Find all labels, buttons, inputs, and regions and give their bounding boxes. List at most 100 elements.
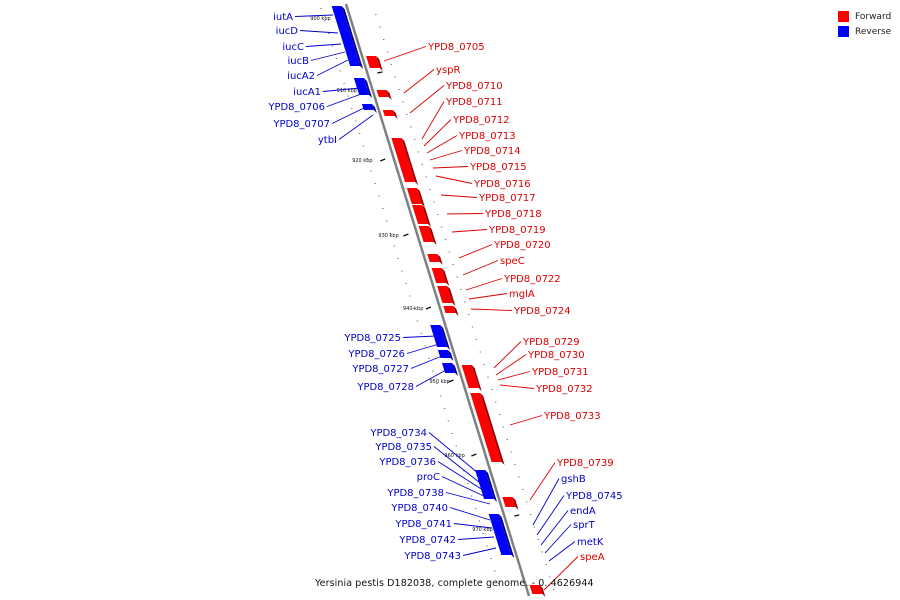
gene-label[interactable]: YPD8_0707 xyxy=(272,119,330,130)
gene-label[interactable]: YPD8_0717 xyxy=(478,193,536,204)
reverse-gene-block[interactable] xyxy=(482,493,495,499)
gene-label[interactable]: endA xyxy=(570,506,596,517)
forward-gene-block[interactable] xyxy=(427,254,440,262)
gene-label[interactable]: YPD8_0726 xyxy=(347,349,405,360)
gene-label[interactable]: YPD8_0719 xyxy=(488,225,546,236)
gene-label[interactable]: YPD8_0732 xyxy=(535,384,593,395)
scale-dot xyxy=(366,158,368,159)
gene-label[interactable]: YPD8_0724 xyxy=(513,306,571,317)
scale-tick-label: 970 kbp xyxy=(472,527,492,533)
gene-label[interactable]: YPD8_0734 xyxy=(369,428,427,439)
forward-gene-block[interactable] xyxy=(463,372,476,378)
reverse-gene-block[interactable] xyxy=(493,531,506,537)
reverse-gene-block[interactable] xyxy=(343,44,356,52)
reverse-gene-block[interactable] xyxy=(345,52,359,60)
gene-label[interactable]: YPD8_0742 xyxy=(398,535,456,546)
forward-gene-block[interactable] xyxy=(431,268,447,283)
gene-label[interactable]: iucD xyxy=(276,26,299,37)
forward-gene-block[interactable] xyxy=(529,585,543,594)
gene-label[interactable]: iutA xyxy=(273,12,293,23)
gene-label[interactable]: YPD8_0720 xyxy=(493,240,551,251)
forward-gene-block[interactable] xyxy=(470,393,502,462)
gene-label[interactable]: YPD8_0714 xyxy=(463,146,521,157)
gene-leader-line xyxy=(338,114,374,140)
gene-label[interactable]: YPD8_0731 xyxy=(531,367,589,378)
legend-reverse[interactable]: Reverse xyxy=(838,24,891,39)
reverse-gene-block[interactable] xyxy=(488,514,502,524)
gene-label[interactable]: YPD8_0715 xyxy=(469,162,527,173)
forward-gene-block[interactable] xyxy=(465,378,478,383)
reverse-gene-block[interactable] xyxy=(353,78,367,86)
gene-label[interactable]: YPD8_0736 xyxy=(378,457,436,468)
forward-gene-block[interactable] xyxy=(391,138,406,150)
reverse-gene-block[interactable] xyxy=(499,549,512,555)
forward-gene-block[interactable] xyxy=(399,165,412,172)
forward-gene-block[interactable] xyxy=(461,365,474,372)
gene-label[interactable]: YPD8_0711 xyxy=(445,97,503,108)
forward-gene-block[interactable] xyxy=(366,56,380,68)
gene-label[interactable]: YPD8_0741 xyxy=(394,519,452,530)
gene-label[interactable]: YPD8_0740 xyxy=(390,503,448,514)
reverse-gene-block[interactable] xyxy=(491,524,504,531)
reverse-gene-block[interactable] xyxy=(477,478,491,487)
gene-label[interactable]: iucC xyxy=(282,42,304,53)
forward-gene-block[interactable] xyxy=(467,383,479,388)
forward-gene-block[interactable] xyxy=(376,90,389,97)
forward-gene-block[interactable] xyxy=(406,188,422,204)
forward-gene-block[interactable] xyxy=(401,172,416,182)
gene-label[interactable]: YPD8_0713 xyxy=(458,131,516,142)
gene-label[interactable]: YPD8_0739 xyxy=(556,458,614,469)
gene-label[interactable]: YPD8_0727 xyxy=(351,364,409,375)
gene-label[interactable]: YPD8_0705 xyxy=(427,42,485,53)
reverse-gene-block[interactable] xyxy=(337,24,351,34)
forward-gene-block[interactable] xyxy=(502,497,516,507)
reverse-gene-block[interactable] xyxy=(430,325,444,337)
forward-gene-block[interactable] xyxy=(412,205,429,224)
gene-label[interactable]: YPD8_0729 xyxy=(522,337,580,348)
gene-label[interactable]: sprT xyxy=(573,520,596,531)
legend-forward[interactable]: Forward xyxy=(838,9,891,24)
reverse-gene-block[interactable] xyxy=(497,543,510,549)
gene-label[interactable]: YPD8_0725 xyxy=(343,333,401,344)
reverse-gene-block[interactable] xyxy=(495,537,508,543)
gene-label[interactable]: metK xyxy=(577,537,604,548)
forward-gene-block[interactable] xyxy=(437,286,451,296)
reverse-gene-block[interactable] xyxy=(340,34,354,44)
reverse-gene-block[interactable] xyxy=(348,60,361,66)
forward-gene-block[interactable] xyxy=(440,296,453,303)
scale-dot xyxy=(464,301,466,303)
reverse-gene-block[interactable] xyxy=(361,104,374,110)
gene-label[interactable]: YPD8_0738 xyxy=(386,488,444,499)
gene-label[interactable]: proC xyxy=(417,472,440,483)
scale-dot xyxy=(433,201,435,203)
gene-label[interactable]: yspR xyxy=(436,65,460,76)
gene-label[interactable]: YPD8_0710 xyxy=(445,81,503,92)
reverse-gene-block[interactable] xyxy=(480,487,493,493)
gene-label[interactable]: mglA xyxy=(509,289,535,300)
forward-gene-block[interactable] xyxy=(418,226,434,242)
gene-label[interactable]: YPD8_0735 xyxy=(374,442,432,453)
gene-label[interactable]: speA xyxy=(580,552,605,563)
gene-label[interactable]: speC xyxy=(500,256,525,267)
gene-label[interactable]: YPD8_0716 xyxy=(473,179,531,190)
reverse-gene-block[interactable] xyxy=(331,6,348,24)
gene-label[interactable]: YPD8_0743 xyxy=(403,551,461,562)
gene-label[interactable]: YPD8_0712 xyxy=(452,115,510,126)
gene-label[interactable]: YPD8_0745 xyxy=(565,491,623,502)
gene-label[interactable]: iucB xyxy=(288,56,310,67)
forward-gene-block[interactable] xyxy=(443,306,456,313)
gene-label[interactable]: ytbI xyxy=(318,135,337,146)
reverse-gene-block[interactable] xyxy=(475,470,488,478)
forward-gene-block[interactable] xyxy=(395,150,408,158)
forward-gene-block[interactable] xyxy=(397,158,410,165)
gene-label[interactable]: YPD8_0706 xyxy=(267,102,325,113)
gene-label[interactable]: YPD8_0730 xyxy=(527,350,585,361)
gene-label[interactable]: YPD8_0733 xyxy=(543,411,601,422)
gene-label[interactable]: YPD8_0718 xyxy=(484,209,542,220)
gene-label[interactable]: YPD8_0722 xyxy=(503,274,561,285)
gene-label[interactable]: iucA1 xyxy=(293,87,321,98)
gene-label[interactable]: iucA2 xyxy=(287,71,315,82)
gene-label[interactable]: gshB xyxy=(561,474,586,485)
forward-gene-block[interactable] xyxy=(382,110,395,116)
gene-label[interactable]: YPD8_0728 xyxy=(356,382,414,393)
